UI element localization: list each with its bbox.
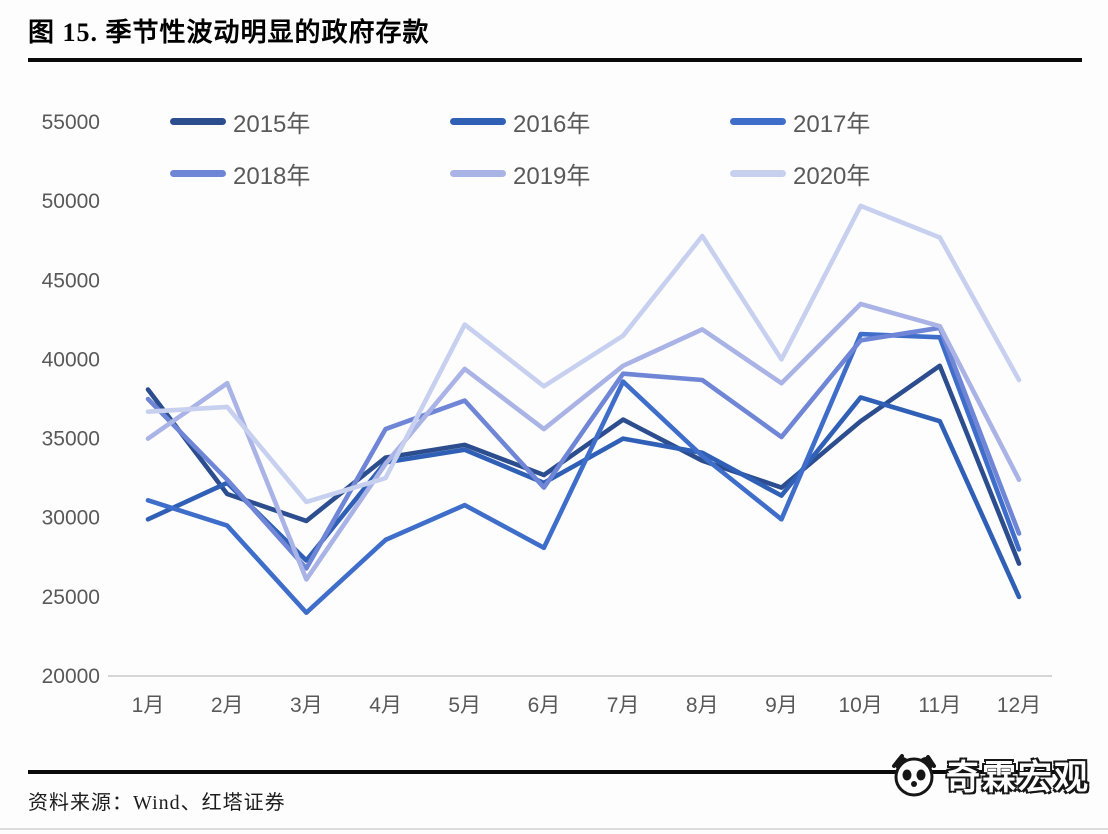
legend-swatch	[730, 117, 786, 125]
figure-title: 图 15. 季节性波动明显的政府存款	[28, 18, 430, 47]
legend-item-2017年: 2017年	[730, 106, 1010, 138]
x-tick-label: 1月	[132, 694, 165, 717]
legend-label: 2015年	[233, 110, 311, 138]
legend-swatch	[450, 117, 506, 125]
panda-icon	[892, 754, 936, 797]
x-tick-label: 5月	[448, 694, 481, 717]
legend-item-2015年: 2015年	[170, 106, 450, 138]
legend-item-2020年: 2020年	[730, 158, 1010, 190]
x-tick-label: 2月	[211, 694, 244, 717]
y-tick-label: 50000	[42, 190, 100, 213]
y-tick-label: 45000	[42, 269, 100, 292]
x-tick-label: 8月	[686, 694, 719, 717]
legend-swatch	[170, 117, 226, 125]
legend-label: 2018年	[233, 162, 311, 190]
y-tick-label: 35000	[42, 428, 100, 451]
source-divider	[28, 770, 1082, 774]
title-divider	[28, 58, 1082, 62]
chart-legend: 2015年 2016年 2017年 2018年 2019年 2020年	[170, 106, 1010, 190]
legend-label: 2020年	[793, 162, 871, 190]
legend-swatch	[170, 169, 226, 177]
line-chart: 20000 25000 30000 35000 40000 45000 50000 55000…	[42, 111, 1052, 717]
legend-item-2018年: 2018年	[170, 158, 450, 190]
x-tick-label: 11月	[918, 694, 961, 717]
brand-logo: 奇霖宏观	[888, 748, 1090, 800]
series-line-2017年	[145, 331, 1022, 616]
x-tick-label: 3月	[290, 694, 323, 717]
x-tick-label: 9月	[765, 694, 798, 717]
legend-swatch	[730, 169, 786, 177]
source-text: 资料来源：Wind、红塔证券	[28, 792, 286, 814]
brand-logo-text: 奇霖宏观	[945, 758, 1090, 798]
series-line-2020年	[145, 203, 1022, 505]
x-tick-label: 7月	[607, 694, 640, 717]
series-line-2018年	[145, 325, 1022, 571]
series-line-2015年	[145, 363, 1022, 566]
x-tick-label: 6月	[528, 694, 561, 717]
y-tick-label: 40000	[42, 348, 100, 371]
bottom-divider	[0, 828, 1108, 830]
legend-swatch	[450, 169, 506, 177]
legend-label: 2017年	[793, 110, 871, 138]
y-tick-label: 30000	[42, 507, 100, 530]
legend-label: 2016年	[513, 110, 591, 138]
series-line-2019年	[145, 301, 1022, 582]
y-tick-label: 25000	[42, 586, 100, 609]
x-tick-label: 4月	[369, 694, 402, 717]
legend-item-2019年: 2019年	[450, 158, 730, 190]
x-tick-label: 10月	[838, 694, 882, 717]
legend-item-2016年: 2016年	[450, 106, 730, 138]
x-tick-label: 12月	[997, 694, 1041, 717]
legend-label: 2019年	[513, 162, 591, 190]
y-tick-label: 55000	[42, 111, 100, 134]
y-tick-label: 20000	[42, 665, 100, 688]
